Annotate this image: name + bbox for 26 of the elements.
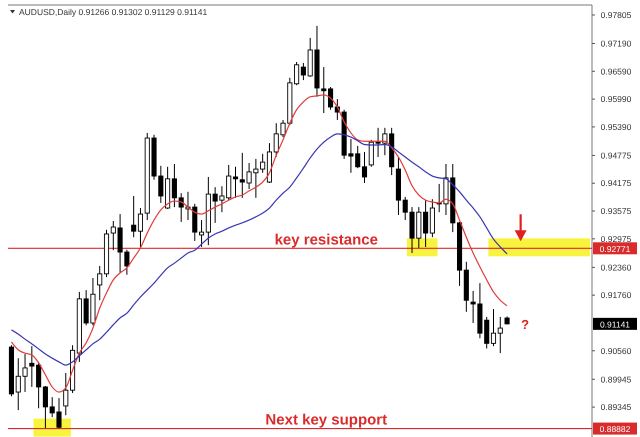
y-tick-label: 0.88882 — [600, 424, 631, 434]
ref-line-label: Next key support — [265, 412, 388, 429]
y-tick-label: 0.97190 — [600, 38, 632, 48]
y-tick-label: 0.95990 — [600, 94, 632, 104]
chart-title: AUDUSD,Daily 0.91266 0.91302 0.91129 0.91141 — [19, 7, 208, 17]
y-tick-label: 0.94175 — [600, 178, 632, 188]
y-tick-label: 0.90560 — [600, 346, 632, 356]
y-tick-label: 0.91760 — [600, 290, 632, 300]
candlestick — [131, 195, 136, 238]
candlestick — [124, 249, 130, 276]
y-tick-label: 0.94775 — [600, 150, 632, 160]
y-tick-label: 0.89345 — [600, 402, 632, 412]
y-tick-label: 0.92771 — [600, 244, 631, 254]
candlestick — [138, 208, 144, 248]
candlestick — [470, 290, 476, 324]
y-tick-label: 0.97805 — [600, 10, 632, 20]
ref-line-label: key resistance — [274, 231, 378, 248]
y-tick-label: 0.92975 — [600, 234, 632, 244]
line-series — [10, 133, 508, 366]
annotation: ? — [521, 316, 530, 332]
y-tick-label: 0.95390 — [600, 122, 632, 132]
y-tick-label: 0.91141 — [600, 319, 630, 330]
y-tick-label: 0.93575 — [600, 206, 632, 216]
y-tick-label: 0.92360 — [600, 262, 632, 272]
y-tick-label: 0.89945 — [600, 374, 632, 384]
y-tick-label: 0.96590 — [600, 66, 632, 76]
